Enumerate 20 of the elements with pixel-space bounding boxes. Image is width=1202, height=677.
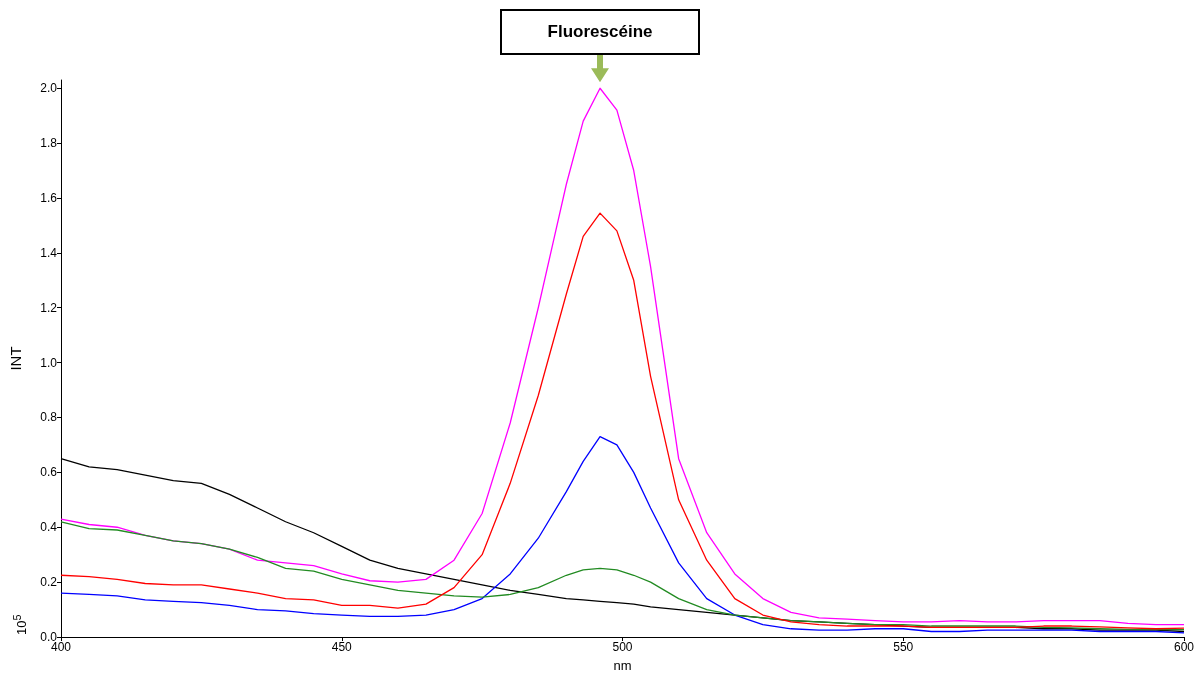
y-tick-label: 0.6: [40, 465, 58, 480]
line-series: [60, 87, 1185, 626]
y-tick-label: 0.2: [40, 575, 58, 590]
x-tick-label: 450: [331, 640, 353, 654]
line-series: [60, 521, 1185, 631]
x-tick-label: 500: [612, 640, 633, 654]
y-tick-label: 1.0: [40, 355, 58, 370]
y-axis-title: INT: [7, 346, 24, 371]
x-tick-label: 600: [1173, 640, 1195, 654]
y-tick-label: 0.4: [40, 520, 58, 535]
x-axis-title: nm: [613, 658, 632, 673]
y-tick-label: 1.4: [40, 245, 58, 260]
y-tick-label: 1.8: [40, 136, 58, 151]
y-tick-label: 2.0: [40, 81, 58, 96]
y-tick-label: 1.6: [40, 190, 58, 205]
line-series: [60, 212, 1185, 630]
annotation: Fluorescéine: [500, 9, 701, 55]
x-tick-label: 550: [893, 640, 914, 654]
y-tick-label: 1.2: [40, 300, 58, 315]
y-tick-label: 0.8: [40, 410, 58, 425]
